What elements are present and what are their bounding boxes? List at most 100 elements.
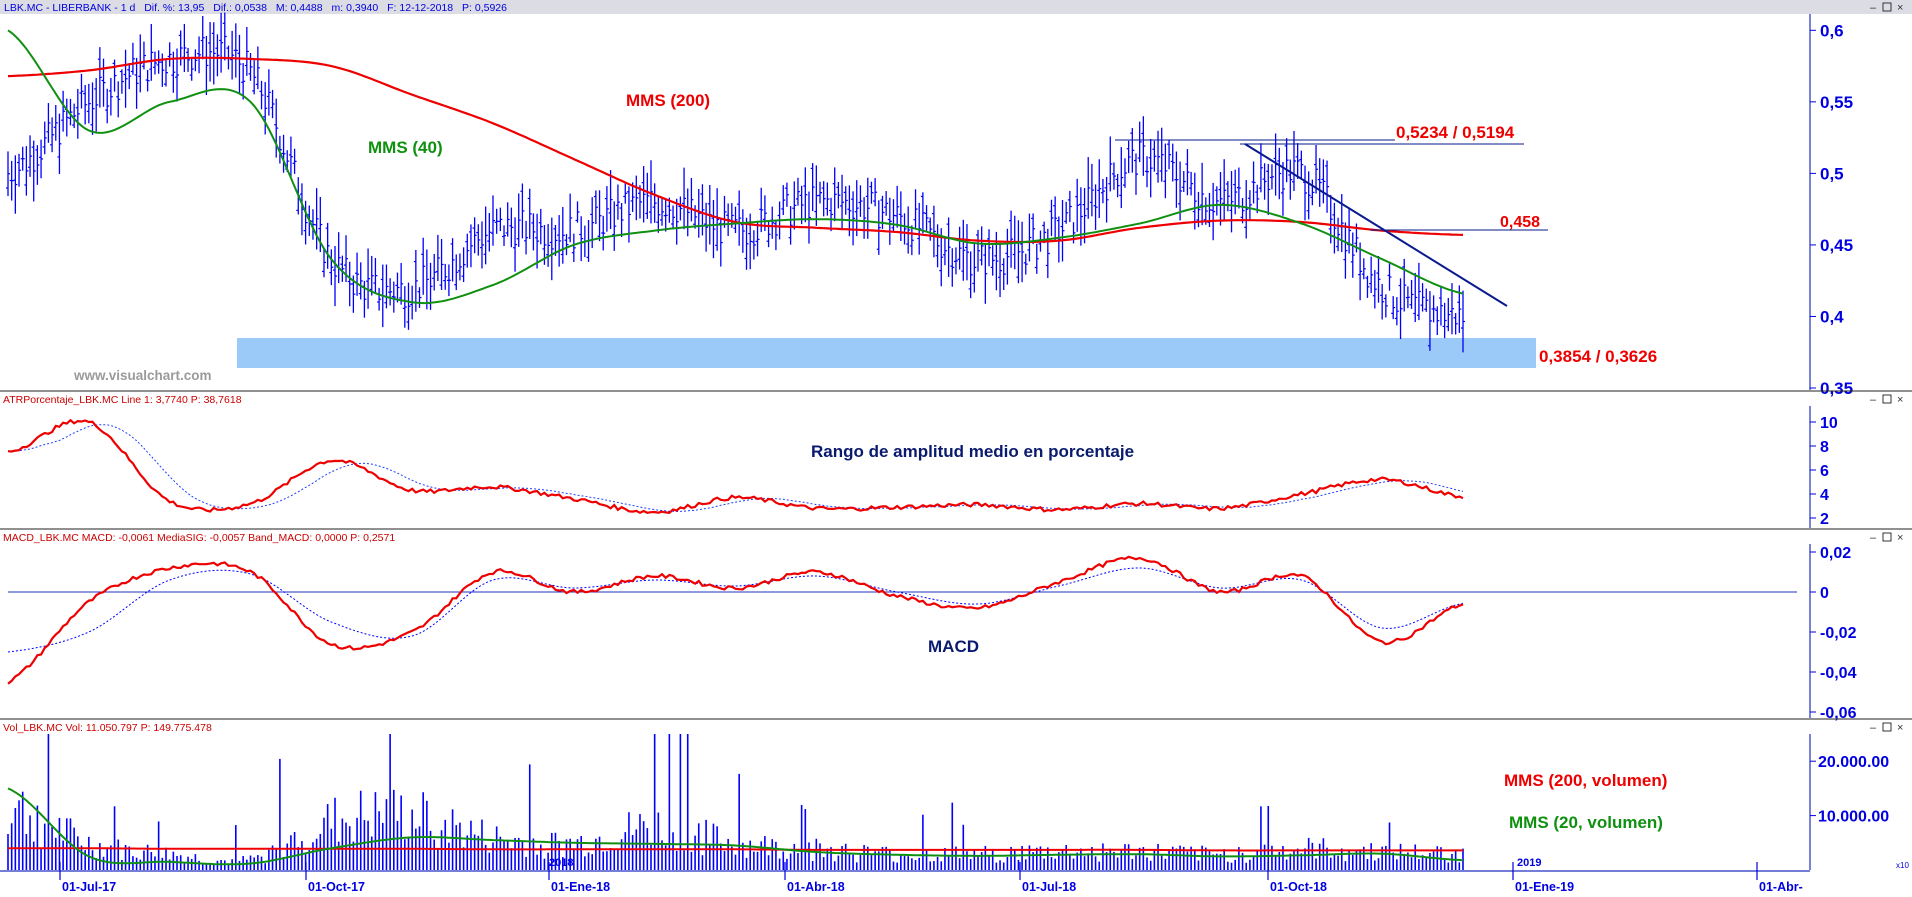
price-bar: [858, 185, 863, 217]
price-bar: [862, 197, 867, 239]
price-bar: [1016, 220, 1021, 284]
price-bar: [373, 257, 378, 294]
price-bar: [35, 145, 40, 185]
volume-minimize-icon[interactable]: –: [1870, 722, 1877, 734]
price-bar: [134, 57, 139, 109]
price-bar: [1133, 153, 1138, 195]
volume-window-controls[interactable]: – ×: [1870, 722, 1903, 734]
price-bar: [141, 41, 146, 70]
price-bar: [1225, 181, 1230, 212]
price-bar: [1001, 258, 1006, 290]
price-bar: [468, 224, 473, 268]
price-bar: [1398, 278, 1403, 340]
price-bar: [358, 262, 363, 300]
volume-close-icon[interactable]: ×: [1897, 722, 1903, 734]
price-bar: [105, 88, 110, 124]
price-bar: [94, 78, 99, 132]
price-bar: [924, 205, 929, 231]
atr-y-ticks: 10 8 6 4 2: [1810, 415, 1838, 528]
atr-maximize-icon[interactable]: [1882, 394, 1892, 404]
atr-tick-label: 8: [1820, 439, 1829, 456]
price-bar: [1369, 256, 1374, 293]
price-bar: [1111, 162, 1116, 190]
label-support: 0,3854 / 0,3626: [1539, 347, 1657, 366]
price-bar: [347, 261, 352, 307]
price-bar: [887, 197, 892, 245]
price-bar: [502, 225, 507, 246]
price-bar: [1023, 253, 1028, 275]
price-bar: [976, 229, 980, 272]
atr-label: Rango de amplitud medio en porcentaje: [811, 442, 1134, 461]
price-bar: [1277, 147, 1282, 200]
price-bar: [61, 90, 66, 132]
atr-window-controls[interactable]: – ×: [1870, 394, 1903, 406]
price-bar: [1442, 302, 1447, 339]
price-bar: [884, 191, 889, 216]
price-bar: [693, 205, 698, 229]
price-bar: [663, 199, 668, 232]
price-bar: [97, 47, 102, 108]
price-bar: [557, 215, 562, 267]
price-bar: [1251, 161, 1256, 204]
price-bar: [1387, 263, 1392, 291]
x-year-marker: 2018: [549, 857, 573, 869]
price-bar: [968, 251, 973, 299]
price-bar: [1174, 151, 1179, 208]
price-bar: [1049, 199, 1054, 237]
label-resistance-high: 0,5234 / 0,5194: [1396, 123, 1515, 142]
price-bar: [479, 221, 484, 269]
volume-tick-label: 20.000.00: [1818, 754, 1889, 771]
price-bar: [1115, 173, 1120, 198]
volume-maximize-icon[interactable]: [1882, 722, 1892, 732]
price-bar: [123, 49, 128, 108]
price-bar: [83, 85, 88, 125]
price-bar: [395, 272, 400, 303]
price-bar: [417, 287, 422, 308]
price-bar: [1438, 285, 1443, 326]
macd-window-controls[interactable]: – ×: [1870, 532, 1903, 544]
price-bar: [931, 205, 936, 258]
price-bar: [843, 186, 848, 215]
header-max: M: 0,4488: [276, 2, 323, 14]
price-bar: [667, 197, 672, 223]
price-bar: [895, 185, 900, 228]
panel-window-controls[interactable]: – ×: [1870, 2, 1903, 14]
price-bar: [340, 255, 345, 282]
price-bar: [1005, 228, 1010, 285]
price-bar: [487, 212, 492, 252]
price-bar: [964, 224, 969, 281]
header-dif-pct: Dif. %: 13,95: [144, 2, 204, 14]
price-bar: [17, 153, 22, 187]
price-bar: [615, 184, 620, 220]
price-bar: [156, 50, 161, 74]
price-panel: LBK.MC - LIBERBANK - 1 d Dif. %: 13,95 D…: [0, 0, 1912, 398]
price-bar: [119, 69, 124, 94]
close-icon[interactable]: ×: [1897, 2, 1903, 14]
price-bar: [1255, 184, 1260, 214]
price-bar: [1376, 256, 1381, 303]
price-bar: [715, 188, 720, 251]
price-bar: [50, 117, 55, 153]
macd-maximize-icon[interactable]: [1882, 532, 1892, 542]
price-bar: [1089, 163, 1094, 217]
price-bar: [1060, 200, 1065, 262]
macd-close-icon[interactable]: ×: [1897, 532, 1903, 544]
minimize-icon[interactable]: –: [1870, 2, 1877, 14]
price-bar: [652, 183, 657, 223]
maximize-icon[interactable]: [1882, 2, 1892, 12]
price-bar: [116, 81, 121, 118]
price-bar: [244, 26, 249, 76]
atr-minimize-icon[interactable]: –: [1870, 394, 1877, 406]
price-bar: [369, 255, 374, 296]
price-bar: [513, 217, 518, 272]
price-bar: [836, 182, 841, 209]
support-zone: [237, 338, 1536, 368]
price-bar: [186, 47, 191, 72]
price-bar: [329, 249, 334, 286]
atr-close-icon[interactable]: ×: [1897, 394, 1903, 406]
price-bar: [1027, 213, 1032, 262]
x-tick-label: 01-Jul-17: [62, 880, 116, 892]
price-bar: [1402, 258, 1407, 312]
macd-minimize-icon[interactable]: –: [1870, 532, 1877, 544]
price-bar: [825, 182, 830, 216]
